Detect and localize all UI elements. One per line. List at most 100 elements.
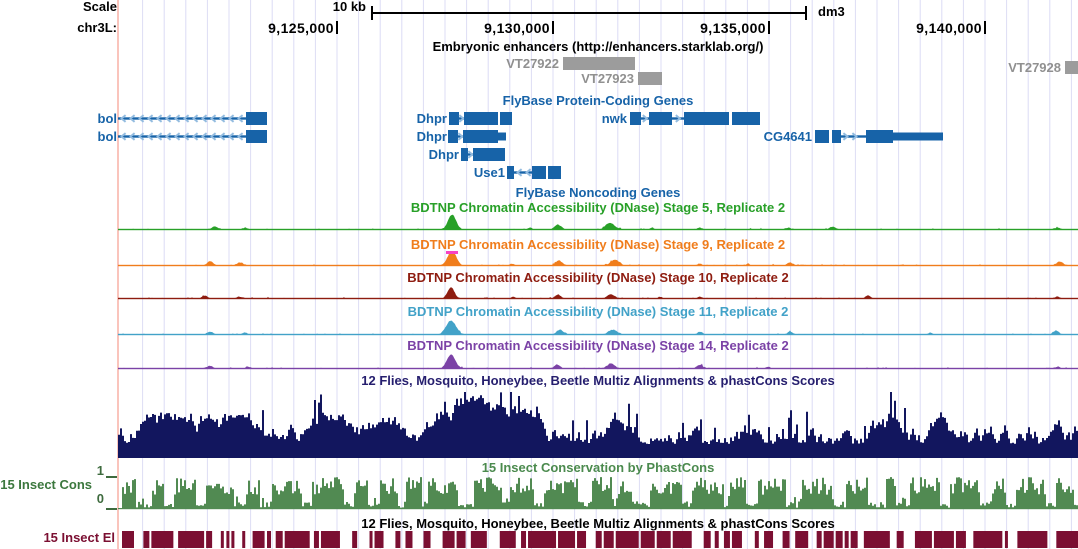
gene-bol[interactable]: bol — [98, 129, 268, 144]
strand-chevrons — [458, 114, 465, 123]
phastcons-axis-min: 0 — [96, 491, 104, 506]
coordinate-tick — [984, 21, 986, 34]
gene-bol[interactable]: bol — [98, 111, 268, 126]
gene-intron-line — [458, 135, 463, 138]
enhancer-label: VT27923 — [581, 71, 634, 86]
gene-label: bol — [98, 129, 118, 144]
enhancer-label: VT27928 — [1008, 60, 1061, 75]
enhancer-VT27922[interactable] — [563, 57, 635, 70]
gene-exon[interactable] — [507, 166, 514, 179]
dnase-stage14-track-title: BDTNP Chromatin Accessibility (DNase) St… — [407, 338, 789, 353]
strand-chevrons — [457, 132, 464, 141]
gene-intron-line — [641, 117, 649, 120]
gene-CG4641[interactable]: CG4641 — [764, 129, 943, 144]
phastcons-axis-max: 1 — [96, 463, 104, 478]
chromosome-label: chr3L: — [77, 20, 117, 35]
gene-intron-line — [672, 117, 684, 120]
gene-intron-line — [459, 117, 464, 120]
gene-exon[interactable] — [464, 112, 498, 125]
gene-exon[interactable] — [532, 166, 546, 179]
phastcons-track-title: 15 Insect Conservation by PhastCons — [481, 460, 715, 475]
gene-exon[interactable] — [246, 112, 267, 125]
strand-chevrons — [120, 132, 244, 141]
dnase-wiggle-track-3[interactable] — [118, 287, 1078, 299]
dnase-wiggle-track-5[interactable] — [118, 354, 1078, 369]
strand-chevrons — [467, 150, 474, 159]
strand-chevrons — [842, 132, 858, 141]
gene-exon[interactable] — [649, 112, 672, 125]
strand-chevrons — [120, 114, 244, 123]
gene-label: Dhpr — [417, 129, 447, 144]
gene-label: Use1 — [474, 165, 505, 180]
strand-chevrons — [516, 168, 532, 177]
coordinate-label: 9,140,000 — [916, 20, 982, 36]
dnase-wiggle-track-1[interactable] — [118, 214, 1078, 230]
gene-exon[interactable] — [732, 112, 760, 125]
enhancer-VT27923[interactable] — [638, 72, 662, 85]
coordinate-tick — [552, 21, 554, 34]
gene-exon[interactable] — [684, 112, 729, 125]
gene-exon[interactable] — [246, 130, 267, 143]
gene-label: nwk — [602, 111, 628, 126]
scale-bar — [371, 6, 807, 20]
clip-indicator — [446, 251, 458, 254]
gene-exon[interactable] — [449, 112, 459, 125]
assembly-label: dm3 — [818, 4, 845, 19]
gene-Use1[interactable]: Use1 — [474, 165, 561, 180]
enhancers-track-title: Embryonic enhancers (http://enhancers.st… — [432, 39, 764, 54]
gene-exon[interactable] — [866, 130, 893, 143]
insect-elements-left-label: 15 Insect El — [43, 530, 115, 545]
dnase-stage11-track-title: BDTNP Chromatin Accessibility (DNase) St… — [407, 304, 789, 319]
gene-exon[interactable] — [548, 166, 561, 179]
gridlines — [142, 0, 1072, 549]
gene-exon[interactable] — [463, 130, 498, 143]
dnase-wiggle-track-2[interactable] — [118, 251, 1078, 266]
coordinate-label: 9,135,000 — [700, 20, 766, 36]
dnase-stage9-track-title: BDTNP Chromatin Accessibility (DNase) St… — [410, 237, 786, 252]
gene-Dhpr[interactable]: Dhpr — [417, 111, 512, 126]
gene-utr[interactable] — [893, 132, 943, 141]
gene-Dhpr[interactable]: Dhpr — [429, 147, 505, 162]
gene-utr[interactable] — [498, 132, 506, 141]
gene-exon[interactable] — [815, 130, 829, 143]
multiz-track-title: 12 Flies, Mosquito, Honeybee, Beetle Mul… — [361, 373, 835, 388]
gene-label: CG4641 — [764, 129, 812, 144]
coding-genes-track-title: FlyBase Protein-Coding Genes — [502, 93, 694, 108]
strand-chevrons — [675, 114, 682, 123]
gene-Dhpr[interactable]: Dhpr — [417, 129, 506, 144]
gene-intron-line — [118, 135, 246, 138]
gene-intron-line — [468, 153, 473, 156]
phastcons-axis-tick-top — [106, 476, 117, 478]
dnase-wiggle-track-4[interactable] — [118, 320, 1078, 335]
strand-chevrons — [642, 114, 649, 123]
phastcons-left-label: 15 Insect Cons — [0, 477, 92, 492]
coordinate-label: 9,125,000 — [268, 20, 334, 36]
dnase-stage10-track-title: BDTNP Chromatin Accessibility (DNase) St… — [407, 270, 789, 285]
gene-intron-line — [841, 135, 866, 138]
gene-exon[interactable] — [500, 112, 512, 125]
scale-bar-value: 10 kb — [332, 0, 366, 14]
coordinate-label: 9,130,000 — [484, 20, 550, 36]
gene-exon[interactable] — [832, 130, 841, 143]
phastcons-wiggle[interactable] — [122, 477, 1078, 509]
gene-intron-line — [514, 171, 532, 174]
gene-exon[interactable] — [630, 112, 641, 125]
noncoding-genes-track-title: FlyBase Noncoding Genes — [515, 185, 681, 200]
gene-label: bol — [98, 111, 118, 126]
gene-exon[interactable] — [461, 148, 468, 161]
gene-exon[interactable] — [448, 130, 458, 143]
multiz-track-title-2: 12 Flies, Mosquito, Honeybee, Beetle Mul… — [361, 516, 835, 531]
coordinate-tick — [768, 21, 770, 34]
gene-nwk[interactable]: nwk — [602, 111, 760, 126]
gene-exon[interactable] — [473, 148, 505, 161]
gene-intron-line — [118, 117, 246, 120]
enhancer-VT27928[interactable] — [1065, 61, 1078, 74]
multiz-density[interactable] — [118, 392, 1078, 458]
phastcons-axis-tick-bottom — [106, 508, 117, 510]
gene-label: Dhpr — [417, 111, 447, 126]
enhancer-label: VT27922 — [506, 56, 559, 71]
insect-elements[interactable] — [122, 531, 1078, 548]
coordinate-tick — [336, 21, 338, 34]
